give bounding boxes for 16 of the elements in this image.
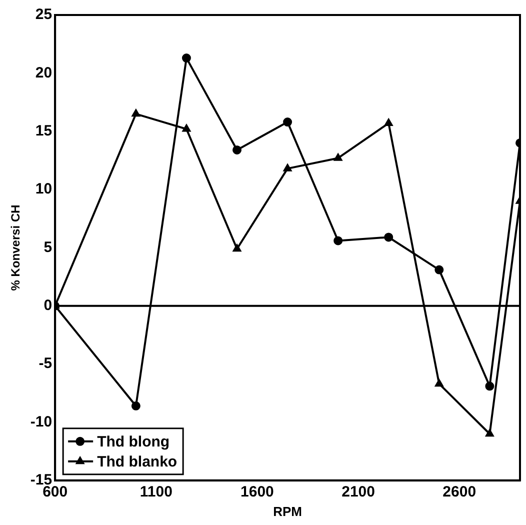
x-tick-label: 1600 (240, 484, 274, 501)
x-tick-label: 2600 (442, 484, 476, 501)
y-axis-title: % Konversi CH (8, 204, 23, 291)
y-tick-label: 15 (35, 122, 52, 140)
y-tick-label: -10 (30, 413, 52, 430)
y-tick-label: 25 (35, 6, 52, 24)
legend-label: Thd blong (97, 434, 170, 451)
y-tick-label: 5 (44, 238, 52, 256)
y-tick-label: -5 (38, 355, 52, 372)
y-tick-label: 0 (44, 297, 52, 314)
legend-label: Thd blanko (97, 454, 178, 471)
x-tick-label: 1100 (140, 484, 172, 501)
y-tick-label: 20 (35, 64, 52, 82)
x-tick-label: 2100 (342, 484, 375, 501)
y-tick-label: 10 (35, 180, 52, 198)
x-axis-title: RPM (273, 504, 302, 519)
